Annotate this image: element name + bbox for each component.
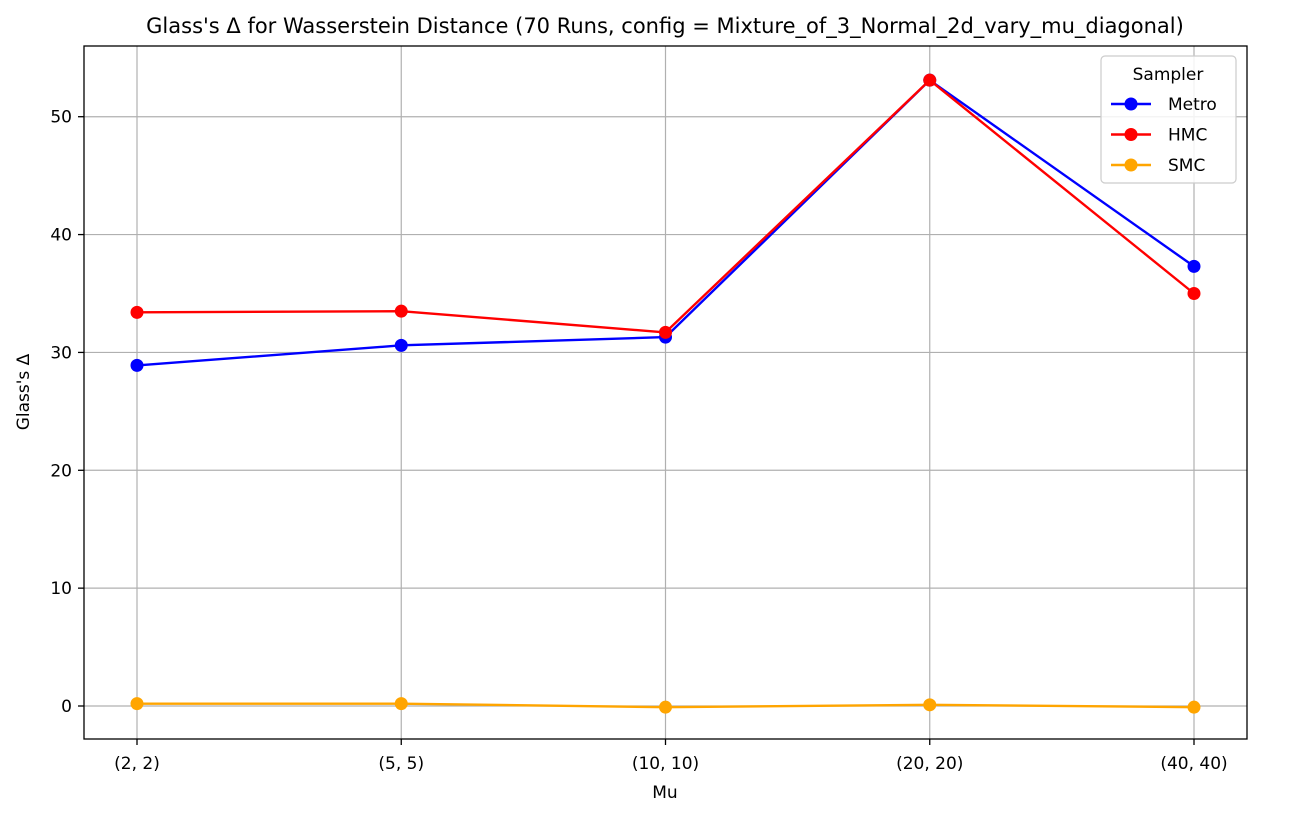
metro-point — [394, 338, 408, 352]
legend-entries: Metro HMC SMC — [1111, 95, 1217, 176]
y-axis-label: Glass's Δ — [14, 353, 34, 430]
x-axis: (2, 2) (5, 5) (10, 10) (20, 20) (40, 40) — [114, 739, 1228, 774]
chart-title: Glass's Δ for Wasserstein Distance (70 R… — [146, 14, 1184, 39]
x-tick-label: (2, 2) — [114, 754, 160, 774]
legend-label-metro: Metro — [1168, 95, 1217, 115]
legend-frame — [1100, 55, 1237, 184]
legend-label-hmc: HMC — [1168, 126, 1207, 146]
series-smc — [130, 697, 1201, 714]
hmc-point — [394, 304, 408, 318]
series-hmc — [130, 73, 1201, 339]
hmc-point — [1187, 287, 1201, 300]
grid — [84, 46, 1247, 739]
y-tick-label: 50 — [50, 108, 72, 128]
x-tick-label: (40, 40) — [1160, 754, 1227, 774]
legend-title: Sampler — [1133, 65, 1204, 85]
hmc-point — [130, 305, 144, 319]
x-tick-label: (10, 10) — [632, 754, 699, 774]
smc-point — [130, 697, 144, 711]
smc-point — [1187, 700, 1201, 714]
hmc-point — [923, 73, 937, 87]
y-tick-label: 10 — [50, 579, 72, 599]
y-axis: 0 10 20 30 40 50 — [50, 108, 84, 717]
legend-marker-metro — [1124, 97, 1138, 111]
y-tick-label: 0 — [61, 697, 72, 717]
metro-point — [1187, 259, 1201, 273]
series-layer — [130, 73, 1201, 714]
legend-marker-hmc — [1124, 128, 1138, 141]
y-tick-label: 30 — [50, 343, 72, 363]
legend-label-smc: SMC — [1168, 156, 1205, 176]
hmc-point — [659, 325, 672, 339]
x-tick-label: (20, 20) — [896, 754, 963, 774]
x-tick-label: (5, 5) — [378, 754, 424, 774]
y-tick-label: 20 — [50, 461, 72, 481]
smc-point — [659, 700, 672, 714]
legend-marker-smc — [1124, 158, 1138, 172]
y-tick-label: 40 — [50, 226, 72, 246]
smc-point — [394, 697, 408, 711]
legend: Sampler Metro HMC SMC — [1100, 55, 1237, 184]
x-axis-label: Mu — [652, 783, 677, 803]
smc-point — [923, 698, 937, 712]
metro-point — [130, 358, 144, 372]
